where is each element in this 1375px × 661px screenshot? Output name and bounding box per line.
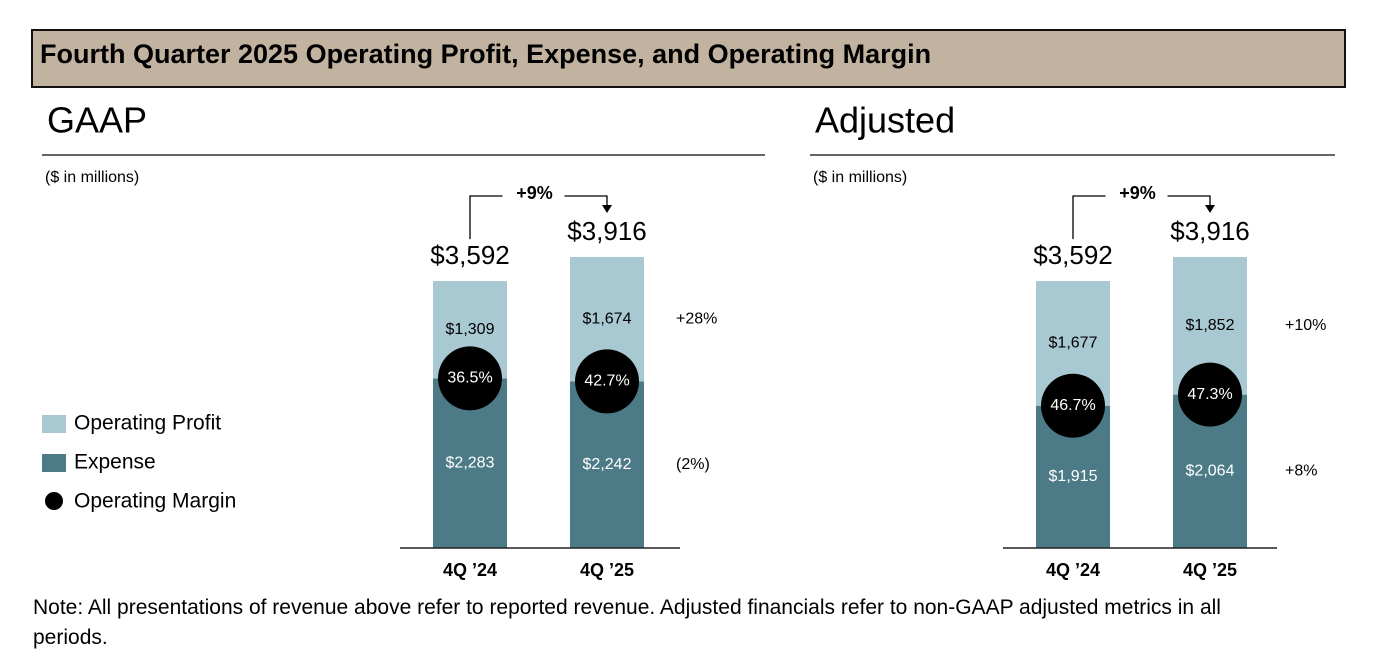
total-label: $3,916: [1170, 216, 1250, 246]
change-label: +10%: [1285, 317, 1326, 334]
margin-label: 46.7%: [1050, 397, 1095, 414]
total-label: $3,916: [567, 216, 647, 246]
x-tick-label: 4Q ’24: [1046, 560, 1100, 580]
change-label: +28%: [676, 310, 717, 327]
value-label: $1,915: [1049, 468, 1098, 485]
legend-swatch: [42, 454, 66, 472]
value-label: $1,677: [1049, 335, 1098, 352]
x-tick-label: 4Q ’25: [1183, 560, 1237, 580]
margin-dot: [1178, 362, 1242, 427]
margin-label: 42.7%: [584, 373, 629, 390]
margin-dot: [438, 346, 502, 411]
value-label: $2,283: [446, 454, 495, 471]
total-change: +9%: [516, 183, 553, 203]
margin-label: 36.5%: [447, 370, 492, 387]
subtitle: ($ in millions): [45, 169, 139, 186]
legend-label: Expense: [74, 451, 156, 474]
value-label: $2,242: [583, 456, 632, 473]
panel-title: GAAP: [47, 100, 147, 141]
arrow-head: [1205, 205, 1215, 213]
total-change: +9%: [1119, 183, 1156, 203]
title-box: [31, 29, 1346, 88]
change-arrow: [1072, 195, 1211, 240]
value-label: $1,852: [1186, 317, 1235, 334]
change-label: +8%: [1285, 463, 1317, 480]
arrow-head: [602, 205, 612, 213]
x-tick-label: 4Q ’25: [580, 560, 634, 580]
value-label: $1,309: [446, 321, 495, 338]
total-label: $3,592: [1033, 240, 1113, 270]
margin-dot: [575, 349, 639, 414]
slide-title: Fourth Quarter 2025 Operating Profit, Ex…: [40, 39, 931, 69]
total-label: $3,592: [430, 240, 510, 270]
value-label: $1,674: [583, 310, 632, 327]
note: Note: All presentations of revenue above…: [33, 596, 1221, 649]
legend-label: Operating Margin: [74, 490, 236, 513]
change-label: (2%): [676, 456, 710, 473]
value-label: $2,064: [1186, 463, 1235, 480]
panel-title: Adjusted: [815, 100, 955, 141]
margin-dot: [1041, 373, 1105, 438]
legend-dot: [45, 492, 63, 510]
legend-label: Operating Profit: [74, 412, 221, 435]
margin-label: 47.3%: [1187, 386, 1232, 403]
x-tick-label: 4Q ’24: [443, 560, 497, 580]
subtitle: ($ in millions): [813, 169, 907, 186]
change-arrow: [469, 195, 608, 240]
legend-swatch: [42, 415, 66, 433]
